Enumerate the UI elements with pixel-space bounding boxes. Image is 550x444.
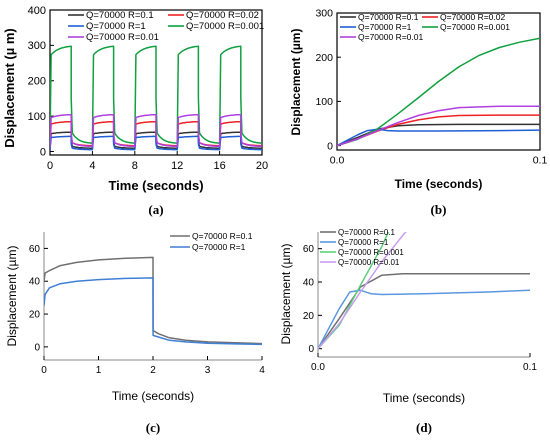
x-tick-label: 4: [259, 365, 265, 376]
x-tick-label: 0.0: [311, 362, 325, 373]
y-tick-label: 20: [303, 311, 315, 322]
series-line-4: [318, 232, 407, 350]
series-line-5: [50, 113, 262, 148]
x-tick-label: 0: [47, 160, 53, 172]
y-axis-label: Displacement (µm): [279, 244, 293, 345]
y-tick-label: 20: [29, 310, 41, 321]
x-axis-label: Time (seconds): [108, 178, 203, 193]
series-line-3: [50, 135, 262, 151]
chart-panel-2: 0.0 0.1 0 100 200 300 Q=70000 R=0.1 Q=70000 R=0…: [289, 8, 547, 217]
y-axis-label: Displacement (µm): [289, 29, 303, 136]
y-tick-label: 60: [29, 244, 41, 255]
y-tick-label: 200: [28, 76, 46, 88]
series-line-2: [44, 277, 262, 346]
series-line-4: [50, 45, 262, 146]
x-tick-label: 0.1: [523, 362, 537, 373]
legend: Q=70000 R=0.1Q=70000 R=1Q=70000 R=0.001Q…: [320, 228, 404, 267]
series-line-2: [318, 289, 530, 350]
series-line-1: [337, 123, 540, 147]
legend-label: Q=70000 R=0.001: [440, 22, 510, 32]
series-line-1: [44, 256, 262, 345]
y-tick-label: 0: [34, 342, 40, 353]
x-axis-label: Time (seconds): [395, 177, 483, 191]
series-line-5: [337, 105, 540, 147]
legend: Q=70000 R=0.1 Q=70000 R=0.02Q=70000 R=1 Q=…: [340, 12, 510, 42]
x-tick-label: 0.0: [330, 155, 345, 167]
legend-label: Q=70000 R=1: [358, 22, 412, 32]
legend-label: Q=70000 R=0.01: [86, 32, 159, 43]
y-tick-label: 400: [28, 5, 46, 17]
legend-label: Q=70000 R=0.1: [338, 228, 395, 237]
series-line-4: [337, 37, 540, 147]
legend-label: Q=70000 R=0.1: [192, 231, 253, 241]
y-tick-label: 100: [315, 96, 333, 108]
y-tick-label: 100: [28, 111, 46, 123]
y-tick-label: 40: [303, 278, 315, 289]
panel-letter: (d): [416, 420, 432, 435]
legend-label: Q=70000 R=0.02: [186, 10, 259, 21]
y-tick-label: 0: [327, 140, 333, 152]
x-axis-label: Time (seconds): [112, 389, 194, 403]
y-tick-label: 300: [28, 40, 46, 52]
x-tick-label: 16: [213, 160, 225, 172]
x-tick-label: 1: [96, 365, 102, 376]
legend-label: Q=70000 R=0.1: [86, 10, 154, 21]
y-tick-label: 60: [303, 244, 315, 255]
legend-label: Q=70000 R=0.01: [338, 258, 400, 267]
legend-label: Q=70000 R=1: [86, 21, 146, 32]
y-axis-label: Displacement (µ m): [2, 28, 17, 147]
series-line-3: [337, 128, 540, 147]
x-tick-label: 8: [132, 160, 138, 172]
y-tick-label: 300: [315, 8, 333, 20]
x-tick-label: 0.1: [533, 155, 548, 167]
x-axis-label: Time (seconds): [383, 391, 465, 405]
x-tick-label: 4: [89, 160, 95, 172]
series-group: [337, 37, 540, 147]
legend: Q=70000 R=0.1 Q=70000 R=0.02Q=70000 R=1 Q=…: [68, 10, 264, 43]
x-tick-label: 12: [171, 160, 183, 172]
legend-label: Q=70000 R=0.001: [186, 21, 264, 32]
plot-frame: [336, 12, 541, 151]
legend-label: Q=70000 R=0.1: [358, 12, 419, 22]
plot-frame: [49, 9, 263, 156]
legend-label: Q=70000 R=1: [338, 238, 389, 247]
legend-label: Q=70000 R=1: [192, 242, 246, 252]
x-tick-label: 3: [205, 365, 211, 376]
legend: Q=70000 R=0.1Q=70000 R=1: [170, 231, 253, 252]
legend-label: Q=70000 R=0.001: [338, 248, 404, 257]
legend-label: Q=70000 R=0.01: [358, 32, 423, 42]
legend-label: Q=70000 R=0.02: [440, 12, 505, 22]
panel-letter: (a): [148, 202, 163, 217]
y-tick-label: 40: [29, 277, 41, 288]
x-tick-label: 0: [41, 365, 47, 376]
series-group: [44, 256, 262, 346]
y-tick-label: 0: [40, 146, 46, 158]
y-tick-label: 0: [308, 344, 314, 355]
panel-letter: (c): [146, 420, 160, 435]
y-tick-label: 200: [315, 52, 333, 64]
series-group: [318, 232, 530, 350]
y-axis-label: Displacement (µm): [5, 246, 19, 347]
panel-letter: (b): [431, 202, 447, 217]
series-line-1: [318, 272, 530, 350]
x-tick-label: 2: [150, 365, 156, 376]
series-group: [50, 45, 262, 151]
x-tick-label: 20: [256, 160, 268, 172]
